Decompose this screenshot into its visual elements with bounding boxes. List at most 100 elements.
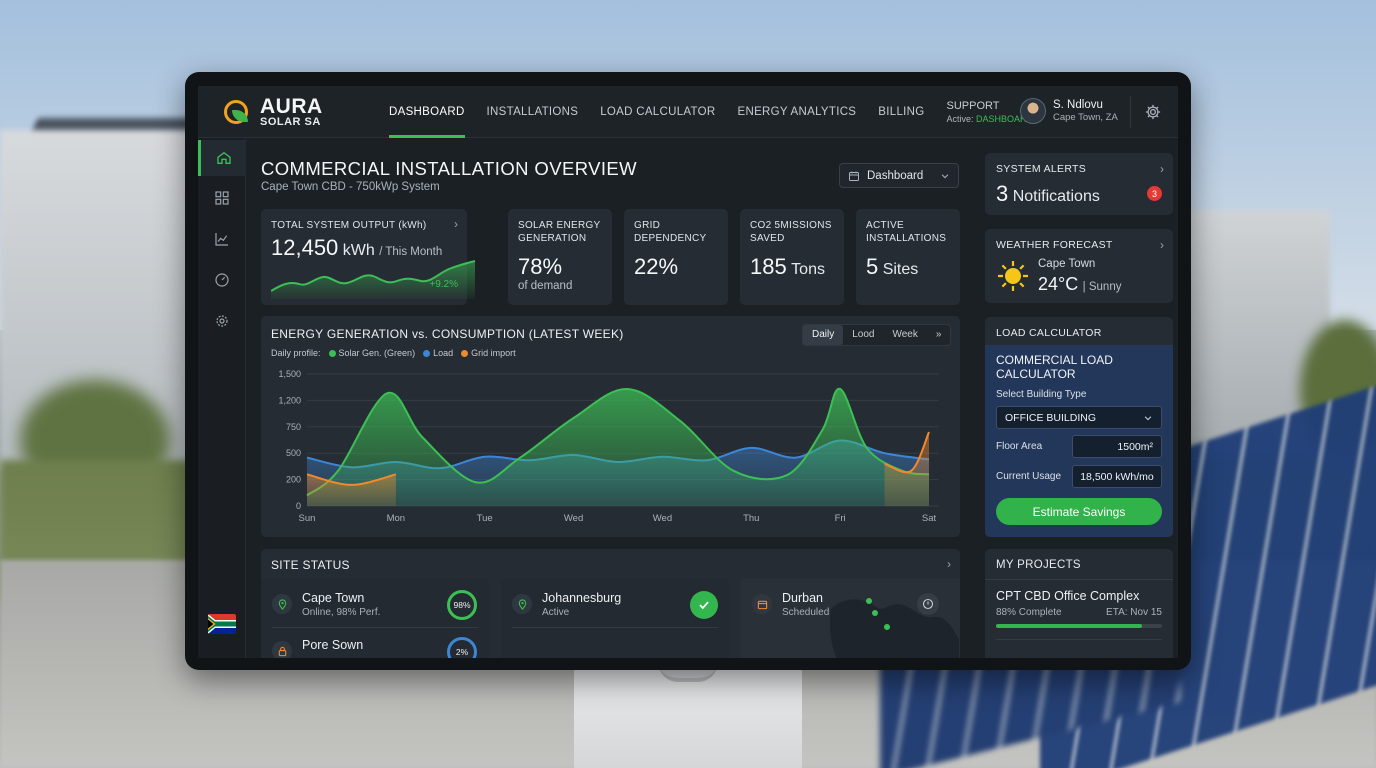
tab-week[interactable]: Week	[892, 329, 918, 340]
x-tick-label: Sun	[299, 513, 316, 524]
building-type-select[interactable]: OFFICE BUILDING	[996, 406, 1162, 429]
user-location: Cape Town, ZA	[1053, 112, 1118, 123]
chevron-right-icon[interactable]: ›	[947, 557, 951, 571]
brand-name: AURA	[260, 94, 323, 118]
my-projects-card: MY PROJECTS CPT CBD Office Complex 88% C…	[985, 549, 1173, 658]
legend-prefix: Daily profile:	[271, 348, 321, 358]
series-area-solar	[307, 388, 929, 506]
system-alerts-card[interactable]: SYSTEM ALERTS › 3 Notifications 3	[985, 153, 1173, 215]
load-calc-header: LOAD CALCULATOR	[996, 327, 1102, 339]
dashboard-screen: AURA SOLAR SA DASHBOARD INSTALLATIONS LO…	[198, 86, 1178, 658]
user-profile[interactable]: S. Ndlovu Cape Town, ZA	[1020, 98, 1118, 124]
gear-icon[interactable]	[1144, 103, 1162, 121]
y-tick-label: 200	[286, 475, 301, 485]
sidebar-item-settings[interactable]	[198, 303, 246, 339]
kpi-co2-saved[interactable]: CO2 5MISSIONS SAVED 185 Tons	[740, 209, 844, 305]
weather-title: WEATHER FORECAST	[996, 239, 1113, 251]
weather-temp: 24°C	[1038, 274, 1079, 294]
kpi-grid-value: 22%	[634, 254, 679, 279]
energy-chart-panel: ENERGY GENERATION vs. CONSUMPTION (LATES…	[261, 316, 960, 537]
nav-billing[interactable]: BILLING	[878, 106, 925, 118]
kpi-grid-dependency[interactable]: GRID DEPENDENCY 22%	[624, 209, 728, 305]
current-usage-input[interactable]: 18,500 kWh/mo	[1072, 465, 1162, 488]
x-tick-label: Tue	[477, 513, 493, 524]
nav-load-calculator[interactable]: LOAD CALCULATOR	[600, 106, 716, 118]
sidebar-item-analytics[interactable]	[198, 221, 246, 257]
site-sub: Online, 98% Perf.	[302, 607, 381, 618]
site-name: Johannesburg	[542, 591, 622, 605]
tab-load[interactable]: Lood	[852, 329, 875, 340]
south-africa-flag-icon[interactable]	[208, 614, 236, 634]
x-tick-label: Thu	[743, 513, 759, 524]
site-cape-town[interactable]: Cape Town Online, 98% Perf. 98% Pore Sow…	[261, 579, 489, 658]
project-eta: ETA: Nov 15	[1106, 607, 1162, 618]
kpi-total-unit: kWh	[342, 242, 375, 259]
nav-dashboard[interactable]: DASHBOARD	[378, 86, 476, 138]
y-tick-label: 1,200	[278, 395, 301, 405]
series-line-grid-import	[884, 431, 930, 474]
kpi-solar-generation[interactable]: SOLAR ENERGY GENERATION 78% of demand	[508, 209, 612, 305]
building-type-value: OFFICE BUILDING	[1005, 411, 1097, 424]
tab-daily[interactable]: Daily	[803, 325, 844, 345]
monitor: AURA SOLAR SA DASHBOARD INSTALLATIONS LO…	[185, 72, 1191, 670]
line-chart-icon	[215, 233, 228, 246]
chart-range-tabs: Daily Lood Week »	[802, 324, 952, 346]
kpi-co2-label-1: CO2 5MISSIONS	[750, 220, 832, 231]
project-progress-bar	[996, 624, 1162, 628]
main-nav: DASHBOARD INSTALLATIONS LOAD CALCULATOR …	[378, 86, 1044, 138]
kpi-total-output[interactable]: TOTAL SYSTEM OUTPUT (kWh) › 12,450 kWh /…	[261, 209, 476, 305]
load-calc-title-2: CALCULATOR	[996, 367, 1076, 381]
tab-more[interactable]: »	[935, 329, 942, 340]
site-johannesburg[interactable]: Johannesburg Active	[501, 579, 729, 658]
nav-installations[interactable]: INSTALLATIONS	[486, 106, 579, 118]
sidebar-item-home[interactable]	[198, 140, 246, 176]
nav-energy-analytics[interactable]: ENERGY ANALYTICS	[737, 106, 857, 118]
floor-area-input[interactable]: 1500m²	[1072, 435, 1162, 458]
floor-area-label: Floor Area	[996, 441, 1043, 452]
avatar	[1020, 98, 1046, 124]
chevron-right-icon: ›	[1160, 238, 1164, 252]
kpi-active-unit: Sites	[882, 261, 919, 278]
estimate-savings-button[interactable]: Estimate Savings	[996, 498, 1162, 525]
x-tick-label: Wed	[653, 513, 672, 524]
energy-chart: 1,500 1,200 750 500 200 0 Sun Mon Tue Wed Wed Thu Fr…	[278, 369, 939, 524]
weather-card[interactable]: WEATHER FORECAST › Cape Town 24°C | Sunn…	[985, 229, 1173, 303]
chevron-down-icon	[941, 173, 949, 178]
x-tick-label: Fri	[835, 513, 846, 524]
chevron-right-icon: ›	[454, 217, 458, 231]
clock-icon[interactable]	[917, 593, 939, 615]
kpi-grid-label-2: DEPENDENCY	[634, 233, 707, 244]
weather-city: Cape Town	[1038, 258, 1096, 270]
brand-sub: SOLAR SA	[260, 115, 321, 128]
performance-ring: 2%	[447, 637, 477, 658]
check-icon	[690, 591, 718, 619]
nav-support[interactable]: SUPPORT Active: DASHBOARD	[935, 86, 1044, 138]
view-select-value: Dashboard	[867, 169, 924, 182]
legend-grid-import: Grid import	[461, 348, 516, 358]
sidebar-item-grid[interactable]	[198, 180, 246, 216]
kpi-active-label-2: INSTALLATIONS	[866, 233, 947, 244]
location-pin-icon	[512, 594, 532, 614]
kpi-active-value: 5	[866, 254, 879, 279]
settings-icon	[216, 315, 228, 327]
site-durban[interactable]: Durban Scheduled	[741, 579, 960, 658]
y-tick-label: 750	[286, 422, 301, 432]
site-sub: Active	[542, 607, 570, 618]
project-name[interactable]: CPT CBD Office Complex	[996, 589, 1140, 603]
performance-ring: 98%	[447, 590, 477, 620]
site-name: Pore Sown	[302, 638, 364, 652]
page-title: COMMERCIAL INSTALLATION OVERVIEW	[261, 158, 638, 179]
kpi-solar-value: 78%	[518, 254, 563, 279]
series-line-grid-import	[306, 473, 397, 486]
view-select[interactable]: Dashboard	[839, 163, 959, 188]
project-progress-text: 88% Complete	[996, 607, 1062, 618]
brand-logo[interactable]: AURA SOLAR SA	[220, 96, 323, 128]
monitor-stand	[574, 662, 802, 768]
series-line-solar	[306, 387, 930, 497]
kpi-total-period: / This Month	[379, 246, 443, 258]
kpi-active-installations[interactable]: ACTIVE INSTALLATIONS 5 Sites	[856, 209, 960, 305]
y-tick-label: 500	[286, 448, 301, 458]
calendar-icon	[849, 171, 859, 181]
support-label: SUPPORT	[946, 100, 1000, 112]
sidebar-item-gauge[interactable]	[198, 262, 246, 298]
